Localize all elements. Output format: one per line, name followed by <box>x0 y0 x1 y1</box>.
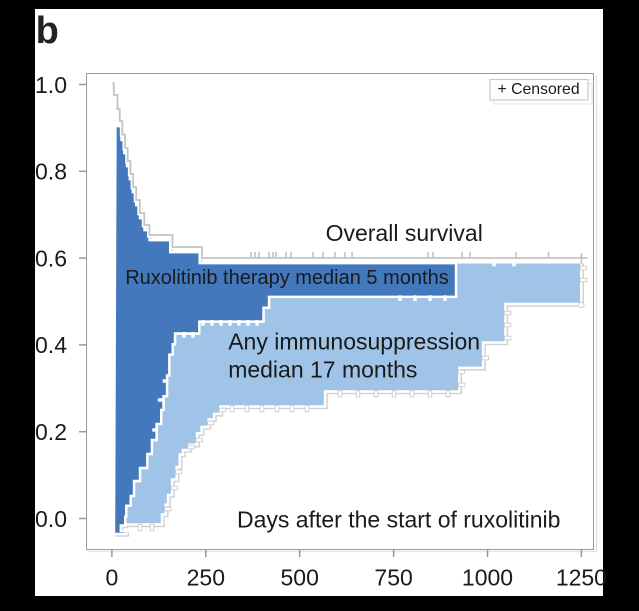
svg-text:0.8: 0.8 <box>35 159 67 185</box>
svg-text:1250: 1250 <box>556 565 607 591</box>
svg-text:+ Censored: + Censored <box>498 81 580 98</box>
svg-text:750: 750 <box>374 565 412 591</box>
svg-text:Any immunosuppression: Any immunosuppression <box>228 328 480 354</box>
svg-text:0.6: 0.6 <box>35 245 67 271</box>
svg-text:Ruxolitinib therapy median 5 m: Ruxolitinib therapy median 5 months <box>125 267 449 289</box>
svg-text:b: b <box>36 10 59 52</box>
svg-text:250: 250 <box>187 565 225 591</box>
svg-text:0.0: 0.0 <box>35 506 67 532</box>
svg-text:Overall survival: Overall survival <box>326 220 483 246</box>
svg-text:0.2: 0.2 <box>35 419 67 445</box>
svg-text:Days after the start of ruxoli: Days after the start of ruxolitinib <box>237 507 560 533</box>
svg-text:1000: 1000 <box>462 565 513 591</box>
svg-text:1.0: 1.0 <box>35 72 67 98</box>
svg-text:500: 500 <box>281 565 319 591</box>
svg-text:median 17 months: median 17 months <box>228 357 417 383</box>
svg-text:0.4: 0.4 <box>35 332 67 358</box>
svg-text:0: 0 <box>106 565 119 591</box>
